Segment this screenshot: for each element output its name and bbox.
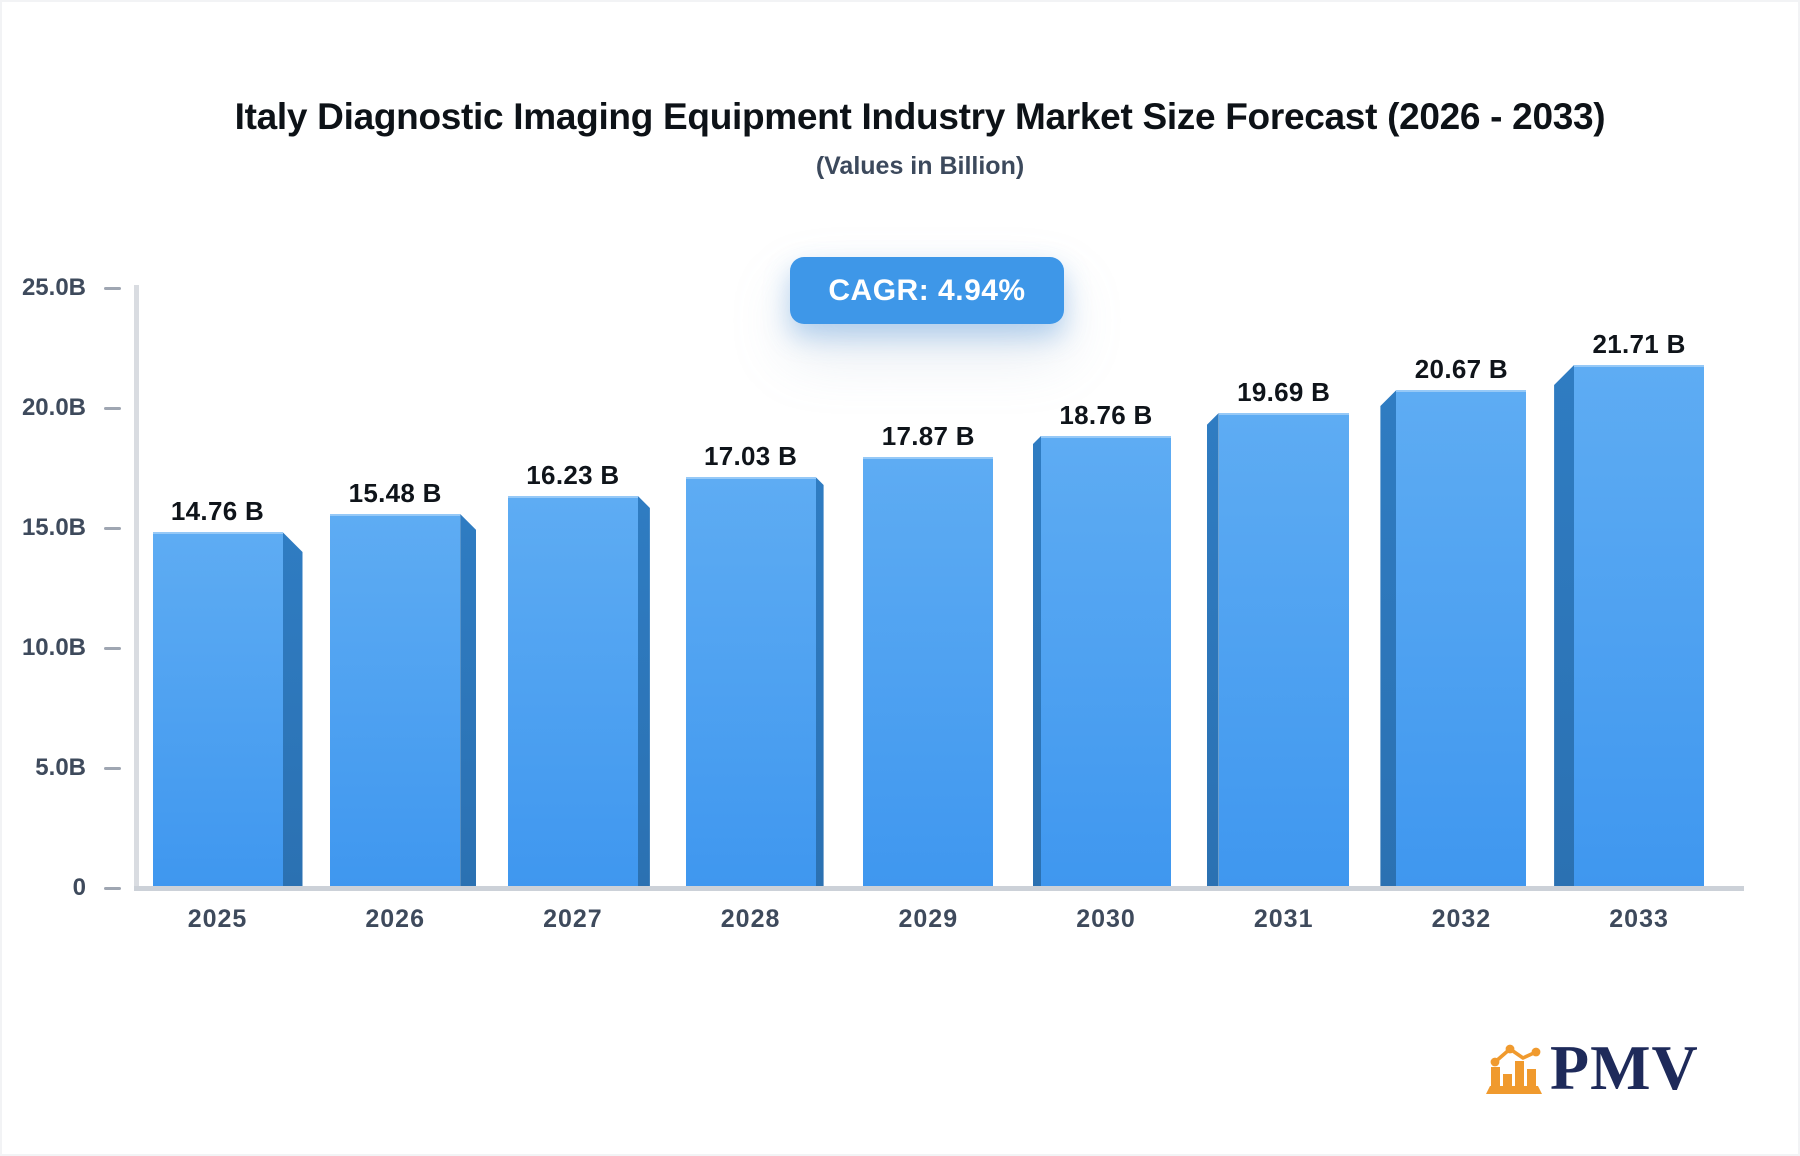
x-tick-label: 2032 bbox=[1431, 905, 1492, 933]
cagr-badge: CAGR: 4.94% bbox=[790, 257, 1064, 324]
y-tick-label: 10.0B bbox=[21, 634, 86, 661]
x-tick-label: 2029 bbox=[898, 905, 959, 933]
bar-value-label: 18.76 B bbox=[1059, 400, 1153, 430]
x-tick-label: 2031 bbox=[1253, 905, 1314, 933]
bar-side bbox=[1380, 390, 1397, 886]
bar-chart-logo-icon bbox=[1486, 1044, 1542, 1094]
x-tick-label: 2026 bbox=[365, 905, 425, 933]
bar-face bbox=[152, 532, 283, 886]
y-tick-label: 20.0B bbox=[21, 394, 86, 421]
bar-face bbox=[507, 496, 638, 886]
bar-2031[interactable] bbox=[1206, 413, 1349, 886]
x-tick-label: 2030 bbox=[1076, 905, 1136, 933]
bar-2025[interactable] bbox=[152, 532, 303, 886]
x-tick-label: 2033 bbox=[1609, 905, 1669, 933]
bar-value-label: 16.23 B bbox=[526, 460, 620, 490]
y-axis-line bbox=[134, 285, 139, 888]
bar-face bbox=[330, 514, 461, 886]
y-tick-label: 5.0B bbox=[35, 754, 86, 781]
bar-value-label: 21.71 B bbox=[1592, 329, 1686, 359]
bar-2032[interactable] bbox=[1380, 390, 1527, 886]
x-tick-label: 2027 bbox=[543, 905, 603, 933]
cagr-badge-label: CAGR: 4.94% bbox=[828, 273, 1026, 307]
bar-side bbox=[1033, 436, 1041, 886]
y-tick-dash bbox=[104, 886, 121, 890]
bar-face bbox=[1041, 436, 1171, 886]
bar-value-label: 20.67 B bbox=[1414, 354, 1508, 384]
y-tick-label: 25.0B bbox=[21, 274, 86, 301]
bar-side bbox=[815, 477, 824, 886]
logo: PMV bbox=[1484, 1032, 1699, 1103]
bar-value-label: 19.69 B bbox=[1237, 377, 1331, 407]
bar-side bbox=[282, 532, 303, 886]
chart-subtitle: (Values in Billion) bbox=[815, 152, 1025, 180]
logo-text: PMV bbox=[1550, 1032, 1699, 1103]
bar-side bbox=[460, 514, 477, 886]
bar-value-label: 17.03 B bbox=[704, 441, 798, 471]
bar-2030[interactable] bbox=[1033, 436, 1171, 886]
y-tick-label: 0 bbox=[72, 874, 86, 901]
x-tick-label: 2028 bbox=[720, 905, 781, 933]
bar-face bbox=[1574, 365, 1705, 886]
bar-value-label: 15.48 B bbox=[348, 478, 442, 508]
bar-side bbox=[637, 496, 650, 886]
y-tick-dash bbox=[104, 406, 121, 410]
y-tick-dash bbox=[104, 526, 121, 530]
y-tick-dash bbox=[104, 646, 121, 650]
bar-value-label: 17.87 B bbox=[881, 421, 975, 451]
y-tick-dash bbox=[104, 766, 121, 770]
bar-value-label: 14.76 B bbox=[170, 496, 265, 526]
bar-side bbox=[1206, 413, 1219, 886]
bar-2029[interactable] bbox=[863, 457, 994, 886]
bar-side bbox=[1554, 365, 1575, 886]
bar-2027[interactable] bbox=[507, 496, 650, 886]
bar-face bbox=[1396, 390, 1527, 886]
bar-2033[interactable] bbox=[1554, 365, 1705, 886]
chart-title: Italy Diagnostic Imaging Equipment Indus… bbox=[234, 96, 1606, 137]
bar-face bbox=[863, 457, 994, 886]
y-tick-label: 15.0B bbox=[21, 514, 86, 541]
bar-face bbox=[685, 477, 816, 886]
bar-2028[interactable] bbox=[685, 477, 824, 886]
bar-2026[interactable] bbox=[330, 514, 477, 886]
x-axis-line bbox=[134, 886, 1744, 891]
x-tick-label: 2025 bbox=[187, 905, 248, 933]
y-tick-dash bbox=[104, 286, 121, 290]
bar-face bbox=[1218, 413, 1349, 886]
